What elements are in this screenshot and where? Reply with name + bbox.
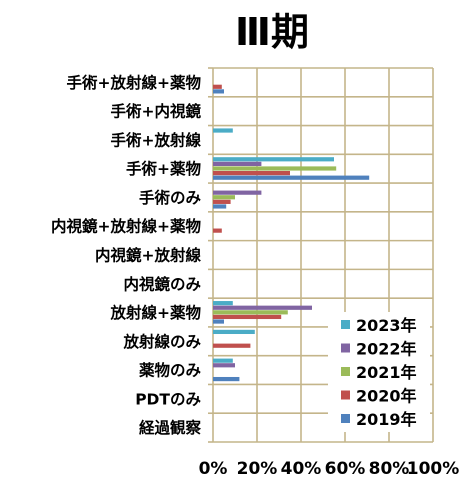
bar-2023年-3	[213, 157, 334, 162]
bar-2023年-9	[213, 329, 255, 335]
category-label: 薬物のみ	[138, 361, 202, 380]
legend-swatch	[341, 390, 350, 400]
bar-2020年-4	[213, 199, 231, 204]
bar-2023年-2	[213, 128, 233, 133]
category-label: 放射線+薬物	[110, 303, 202, 322]
x-tick-label: 80%	[369, 459, 410, 479]
bar-2020年-8	[213, 314, 282, 320]
x-tick-label: 20%	[237, 459, 278, 479]
category-label: 経過観察	[139, 418, 202, 437]
bar-2021年-4	[213, 195, 235, 200]
bar-2020年-0	[213, 84, 222, 89]
bar-2021年-3	[213, 166, 337, 171]
category-label: 内視鏡+放射線	[95, 246, 201, 265]
category-label: 手術+薬物	[126, 159, 201, 178]
category-labels: 手術+放射線+薬物手術+内視鏡手術+放射線手術+薬物手術のみ内視鏡+放射線+薬物…	[51, 73, 201, 437]
category-label: 内視鏡+放射線+薬物	[51, 217, 201, 236]
legend-label: 2022年	[356, 340, 417, 359]
bar-2019年-8	[213, 319, 224, 324]
legend-swatch	[341, 320, 350, 329]
legend-label: 2023年	[356, 316, 417, 335]
bar-2022年-3	[213, 161, 262, 166]
category-label: PDTのみ	[135, 390, 201, 408]
bar-2020年-5	[213, 228, 222, 233]
x-tick-label: 100%	[407, 459, 460, 479]
category-label: 手術+放射線+薬物	[67, 73, 202, 92]
category-label: 手術のみ	[139, 188, 202, 207]
legend-swatch	[341, 343, 350, 353]
bar-2021年-8	[213, 310, 288, 315]
bar-2019年-10	[213, 376, 240, 382]
x-tick-label: 60%	[325, 459, 366, 479]
legend-label: 2019年	[356, 410, 417, 429]
x-tick-label: 40%	[281, 459, 322, 479]
x-tick-label: 0%	[199, 459, 228, 479]
bar-2019年-4	[213, 204, 227, 209]
category-label: 内視鏡のみ	[123, 274, 201, 293]
bar-2020年-9	[213, 343, 251, 348]
legend: 2023年 2022年 2021年 2020年 2019年	[328, 312, 430, 432]
bar-2020年-3	[213, 170, 290, 176]
legend-label: 2020年	[356, 387, 417, 406]
legend-swatch	[341, 367, 350, 376]
x-tick-labels: 0% 20% 40% 60% 80%100%	[199, 459, 460, 479]
bar-2022年-10	[213, 363, 235, 368]
bar-2019年-0	[213, 89, 224, 94]
bar-2023年-10	[213, 358, 233, 363]
bar-2023年-8	[213, 301, 233, 306]
category-label: 放射線のみ	[122, 332, 201, 351]
bar-2019年-3	[213, 175, 370, 180]
legend-label: 2021年	[356, 363, 417, 382]
bar-2022年-4	[213, 190, 262, 195]
legend-swatch	[341, 414, 350, 423]
bar-2022年-8	[213, 305, 312, 310]
chart-title: Ⅲ期	[235, 10, 309, 54]
bars	[213, 84, 370, 382]
category-label: 手術+放射線	[111, 130, 202, 149]
category-label: 手術+内視鏡	[111, 102, 202, 121]
